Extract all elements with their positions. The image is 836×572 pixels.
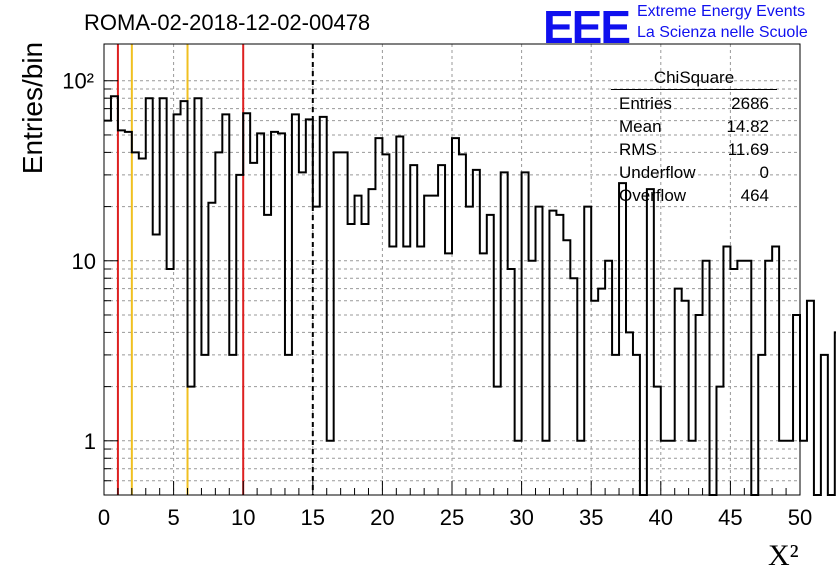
logo-line-2: La Scienza nelle Scuole (637, 24, 808, 41)
chart-title: ROMA-02-2018-12-02-00478 (84, 10, 371, 35)
y-axis-label: Entries/bin (17, 42, 48, 174)
y-tick-label: 10² (62, 69, 94, 94)
stats-box: ChiSquare Entries 2686 Mean 14.82 RMS 11… (611, 68, 777, 207)
y-tick-label: 10 (72, 249, 96, 274)
stats-row: Entries 2686 (611, 92, 777, 115)
x-axis-label: X² (768, 539, 799, 572)
x-tick-label: 15 (301, 505, 325, 530)
stats-row: Underflow 0 (611, 161, 777, 184)
x-tick-label: 10 (231, 505, 255, 530)
x-tick-label: 5 (167, 505, 179, 530)
stats-value: 464 (740, 186, 769, 205)
x-tick-label: 50 (788, 505, 812, 530)
x-tick-label: 35 (579, 505, 603, 530)
stats-value: 0 (759, 163, 769, 182)
stats-value: 2686 (731, 94, 769, 113)
stats-label: Overflow (619, 186, 687, 205)
eee-logo: EEE (543, 1, 631, 53)
x-tick-label: 0 (98, 505, 110, 530)
stats-label: Entries (619, 94, 672, 113)
stats-value: 11.69 (727, 140, 769, 159)
histogram-series (104, 95, 836, 496)
stats-label: Mean (619, 117, 662, 136)
x-tick-label: 45 (718, 505, 742, 530)
logo-line-1: Extreme Energy Events (637, 3, 806, 20)
x-tick-label: 30 (509, 505, 533, 530)
x-tick-label: 25 (440, 505, 464, 530)
stats-title: ChiSquare (611, 68, 777, 90)
stats-label: Underflow (619, 163, 696, 182)
x-tick-label: 20 (370, 505, 394, 530)
stats-row: RMS 11.69 (611, 138, 777, 161)
stats-label: RMS (619, 140, 657, 159)
x-tick-label: 40 (649, 505, 673, 530)
stats-row: Mean 14.82 (611, 115, 777, 138)
stats-row: Overflow 464 (611, 184, 777, 207)
y-tick-label: 1 (84, 429, 96, 454)
axis-ticks: 0 5 10 15 20 25 30 35 40 45 50 1 10 10² (62, 69, 812, 530)
stats-value: 14.82 (726, 117, 769, 136)
